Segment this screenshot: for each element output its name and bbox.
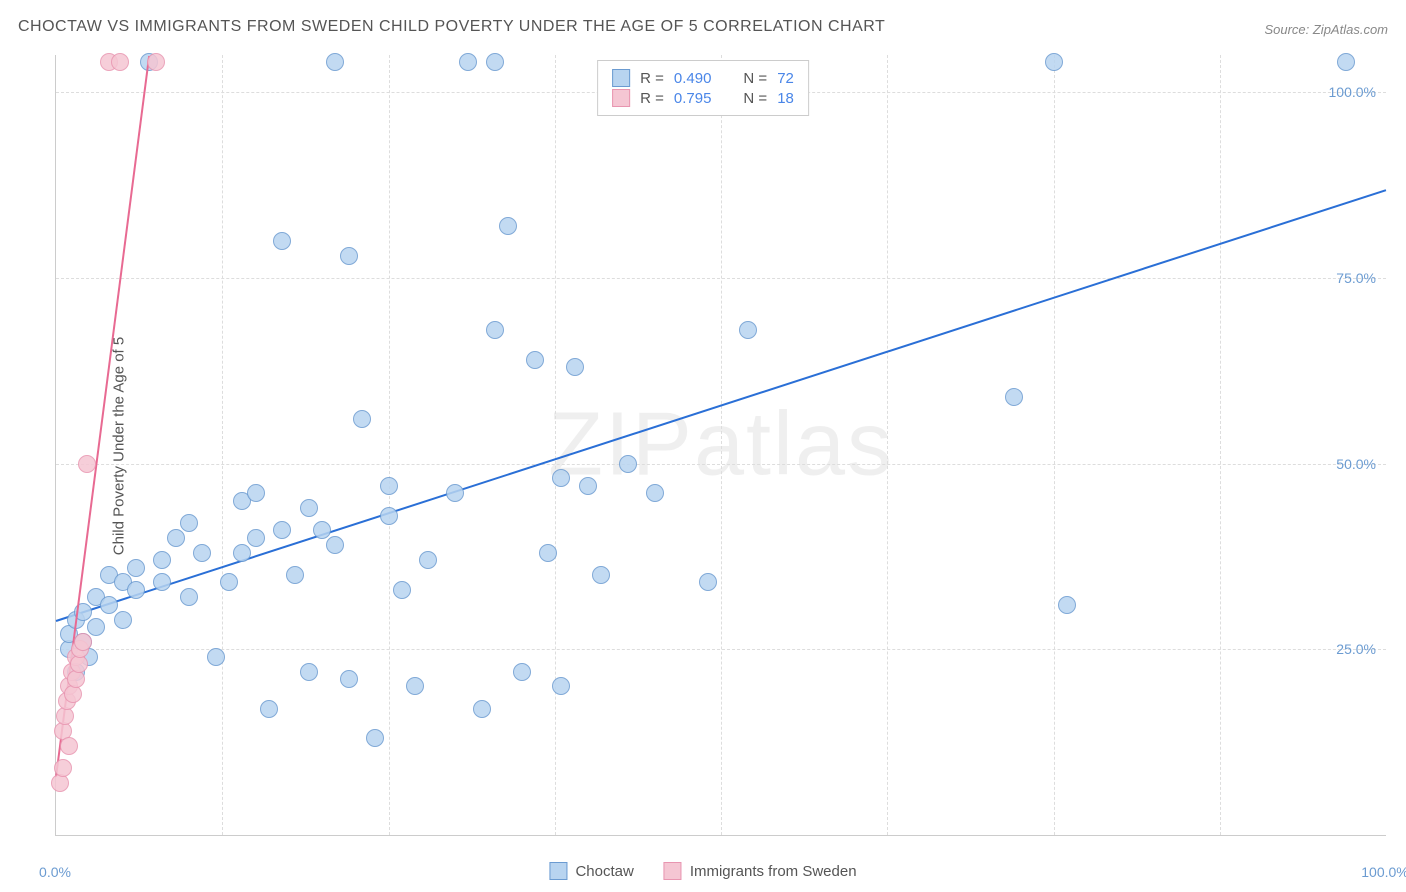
- scatter-point: [406, 677, 424, 695]
- scatter-point: [340, 670, 358, 688]
- legend-correlation: R = 0.490 N = 72 R = 0.795 N = 18: [597, 60, 809, 116]
- y-tick-label: 75.0%: [1336, 270, 1376, 286]
- plot-area: ZIPatlas 25.0%50.0%75.0%100.0%: [55, 55, 1386, 836]
- scatter-point: [60, 737, 78, 755]
- scatter-point: [207, 648, 225, 666]
- scatter-point: [300, 499, 318, 517]
- legend-r-label: R =: [640, 90, 664, 107]
- legend-n-label: N =: [743, 70, 767, 87]
- scatter-point: [366, 729, 384, 747]
- swatch-sweden: [664, 862, 682, 880]
- scatter-point: [273, 232, 291, 250]
- scatter-point: [552, 469, 570, 487]
- scatter-point: [273, 521, 291, 539]
- chart-container: CHOCTAW VS IMMIGRANTS FROM SWEDEN CHILD …: [0, 0, 1406, 892]
- scatter-point: [1337, 53, 1355, 71]
- swatch-choctaw: [549, 862, 567, 880]
- scatter-point: [486, 321, 504, 339]
- y-tick-label: 25.0%: [1336, 641, 1376, 657]
- scatter-point: [247, 529, 265, 547]
- legend-row-choctaw: R = 0.490 N = 72: [612, 69, 794, 87]
- legend-n-label: N =: [743, 90, 767, 107]
- scatter-point: [153, 551, 171, 569]
- chart-title: CHOCTAW VS IMMIGRANTS FROM SWEDEN CHILD …: [18, 18, 885, 36]
- legend-series: Choctaw Immigrants from Sweden: [549, 862, 856, 880]
- x-tick-label: 0.0%: [39, 864, 71, 880]
- gridline-v: [389, 55, 390, 835]
- swatch-choctaw: [612, 69, 630, 87]
- legend-r-label: R =: [640, 70, 664, 87]
- gridline-v: [1054, 55, 1055, 835]
- gridline-v: [222, 55, 223, 835]
- legend-n-value-choctaw: 72: [777, 70, 794, 87]
- scatter-point: [220, 573, 238, 591]
- legend-item-sweden: Immigrants from Sweden: [664, 862, 857, 880]
- scatter-point: [380, 477, 398, 495]
- scatter-point: [353, 410, 371, 428]
- legend-label-choctaw: Choctaw: [575, 863, 633, 880]
- scatter-point: [473, 700, 491, 718]
- scatter-point: [1045, 53, 1063, 71]
- scatter-point: [54, 759, 72, 777]
- scatter-point: [147, 53, 165, 71]
- legend-r-value-sweden: 0.795: [674, 90, 712, 107]
- scatter-point: [499, 217, 517, 235]
- scatter-point: [592, 566, 610, 584]
- x-tick-label: 100.0%: [1361, 864, 1406, 880]
- legend-item-choctaw: Choctaw: [549, 862, 633, 880]
- legend-r-value-choctaw: 0.490: [674, 70, 712, 87]
- scatter-point: [513, 663, 531, 681]
- gridline-v: [887, 55, 888, 835]
- scatter-point: [326, 53, 344, 71]
- scatter-point: [247, 484, 265, 502]
- scatter-point: [167, 529, 185, 547]
- scatter-point: [180, 514, 198, 532]
- scatter-point: [260, 700, 278, 718]
- scatter-point: [127, 581, 145, 599]
- legend-row-sweden: R = 0.795 N = 18: [612, 89, 794, 107]
- scatter-point: [233, 544, 251, 562]
- scatter-point: [193, 544, 211, 562]
- gridline-v: [721, 55, 722, 835]
- scatter-point: [646, 484, 664, 502]
- scatter-point: [526, 351, 544, 369]
- gridline-v: [555, 55, 556, 835]
- scatter-point: [111, 53, 129, 71]
- scatter-point: [313, 521, 331, 539]
- scatter-point: [1058, 596, 1076, 614]
- scatter-point: [340, 247, 358, 265]
- legend-label-sweden: Immigrants from Sweden: [690, 863, 857, 880]
- scatter-point: [446, 484, 464, 502]
- gridline-v: [1220, 55, 1221, 835]
- scatter-point: [1005, 388, 1023, 406]
- y-tick-label: 50.0%: [1336, 456, 1376, 472]
- source-label: Source: ZipAtlas.com: [1264, 22, 1388, 37]
- scatter-point: [180, 588, 198, 606]
- scatter-point: [78, 455, 96, 473]
- scatter-point: [459, 53, 477, 71]
- scatter-point: [393, 581, 411, 599]
- legend-n-value-sweden: 18: [777, 90, 794, 107]
- scatter-point: [286, 566, 304, 584]
- scatter-point: [326, 536, 344, 554]
- scatter-point: [486, 53, 504, 71]
- scatter-point: [619, 455, 637, 473]
- scatter-point: [739, 321, 757, 339]
- scatter-point: [127, 559, 145, 577]
- scatter-point: [74, 633, 92, 651]
- swatch-sweden: [612, 89, 630, 107]
- scatter-point: [114, 611, 132, 629]
- scatter-point: [87, 618, 105, 636]
- scatter-point: [552, 677, 570, 695]
- scatter-point: [300, 663, 318, 681]
- scatter-point: [100, 596, 118, 614]
- scatter-point: [380, 507, 398, 525]
- scatter-point: [539, 544, 557, 562]
- scatter-point: [153, 573, 171, 591]
- y-tick-label: 100.0%: [1329, 84, 1376, 100]
- scatter-point: [699, 573, 717, 591]
- scatter-point: [579, 477, 597, 495]
- scatter-point: [419, 551, 437, 569]
- scatter-point: [566, 358, 584, 376]
